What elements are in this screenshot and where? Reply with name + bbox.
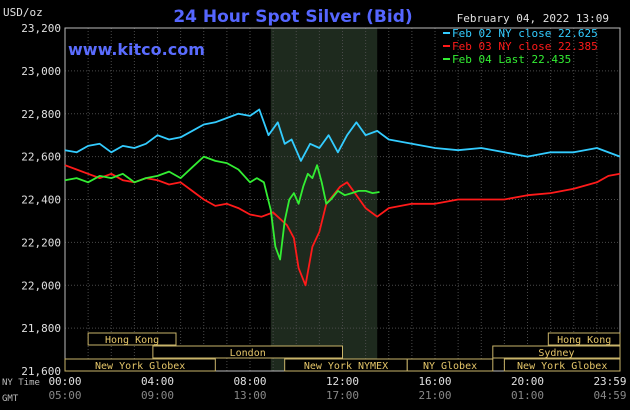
chart-title: 24 Hour Spot Silver (Bid) xyxy=(173,7,412,27)
session-bar xyxy=(64,358,216,372)
legend-entry: Feb 04 Last 22.435 xyxy=(452,53,571,66)
y-tick-label: 22,200 xyxy=(21,236,61,249)
session-label: New York Globex xyxy=(95,361,185,372)
y-tick-label: 22,600 xyxy=(21,151,61,164)
series-line-3 xyxy=(64,155,380,261)
session-label: Hong Kong xyxy=(557,335,611,346)
session-label: Sydney xyxy=(538,348,574,359)
x-axis-row-label: GMT xyxy=(2,394,19,404)
timestamp: February 04, 2022 13:09 xyxy=(457,12,609,25)
session-bar xyxy=(547,332,621,346)
x-tick-label: 05:00 xyxy=(48,389,81,402)
x-tick-label: 21:00 xyxy=(418,389,451,402)
session-bar xyxy=(492,345,621,359)
x-tick-label: 20:00 xyxy=(511,375,544,388)
y-tick-label: 23,000 xyxy=(21,65,61,78)
y-tick-label: 22,400 xyxy=(21,194,61,207)
x-tick-label: 04:59 xyxy=(593,389,626,402)
x-tick-label: 01:00 xyxy=(511,389,544,402)
y-tick-label: 21,800 xyxy=(21,322,61,335)
x-tick-label: 13:00 xyxy=(233,389,266,402)
session-label: NY Globex xyxy=(423,361,477,372)
x-axis-row-label: NY Time xyxy=(2,378,40,388)
legend-entry: Feb 02 NY close 22.625 xyxy=(452,27,598,40)
session-label: Hong Kong xyxy=(105,335,159,346)
x-tick-label: 08:00 xyxy=(233,375,266,388)
x-tick-label: 16:00 xyxy=(418,375,451,388)
session-bar xyxy=(406,358,494,372)
x-tick-label: 09:00 xyxy=(141,389,174,402)
y-tick-label: 22,000 xyxy=(21,279,61,292)
session-bar xyxy=(503,358,621,372)
x-tick-label: 23:59 xyxy=(593,375,626,388)
x-tick-label: 00:00 xyxy=(48,375,81,388)
x-tick-label: 12:00 xyxy=(326,375,359,388)
x-tick-label: 04:00 xyxy=(141,375,174,388)
y-tick-label: 21,600 xyxy=(21,365,61,378)
kitco-watermark: www.kitco.com xyxy=(68,40,205,59)
session-bar xyxy=(87,332,177,346)
y-tick-label: 23,200 xyxy=(21,22,61,35)
session-label: New York Globex xyxy=(517,361,607,372)
series-line-2 xyxy=(64,164,621,287)
session-label: London xyxy=(230,348,266,359)
session-bar xyxy=(152,345,343,359)
series-line-1 xyxy=(64,108,621,162)
y-axis-label: USD/oz xyxy=(3,6,43,19)
legend-entry: Feb 03 NY close 22.385 xyxy=(452,40,598,53)
x-tick-label: 17:00 xyxy=(326,389,359,402)
y-tick-label: 22,800 xyxy=(21,108,61,121)
session-label: New York NYMEX xyxy=(304,361,388,372)
